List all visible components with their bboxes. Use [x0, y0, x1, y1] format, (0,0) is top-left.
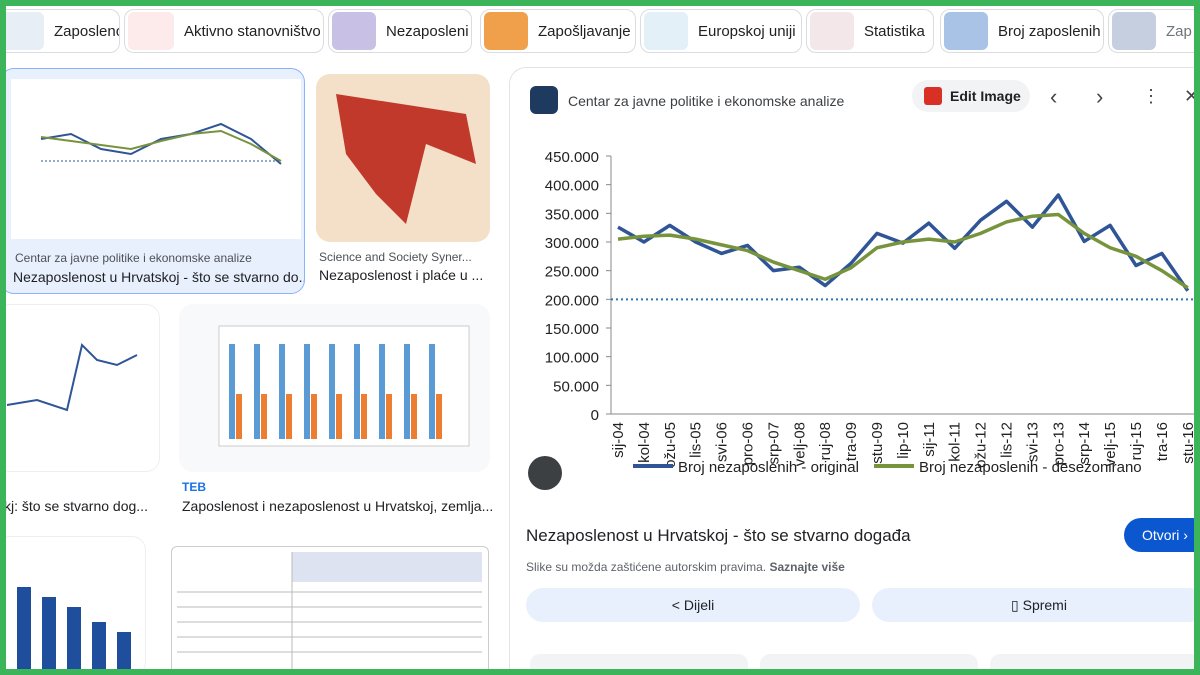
result-card[interactable] [6, 536, 146, 669]
thumbnail [336, 94, 476, 224]
copyright-note: Slike su možda zaštićene autorskim pravi… [526, 560, 767, 574]
x-tick-label: lip-10 [895, 422, 912, 459]
y-tick-label: 0 [591, 407, 599, 424]
y-tick-label: 100.000 [545, 350, 599, 367]
x-tick-label: ožu-12 [973, 422, 990, 468]
chip-label: Broj zaposlenih [998, 22, 1101, 40]
more-icon[interactable]: ⋮ [1142, 86, 1160, 106]
chip[interactable]: Statistika [806, 9, 934, 53]
chip-label: Zaposlenost [54, 22, 119, 40]
thumbnail [6, 343, 138, 412]
result-title: Nezaposlenost i plaće u ... [319, 267, 484, 283]
chip-label: Europskoj uniji [698, 22, 796, 40]
result-card[interactable]: Centar za javne politike i ekonomske ana… [6, 68, 305, 294]
x-tick-label: lis-05 [688, 422, 705, 458]
result-card[interactable] [171, 546, 489, 669]
chip-label: Statistika [864, 22, 925, 40]
x-tick-label: tra-16 [1154, 422, 1171, 461]
chip[interactable]: Broj zaposlenih [940, 9, 1104, 53]
x-tick-label: ožu-05 [662, 422, 679, 468]
x-tick-label: stu-09 [869, 422, 886, 464]
chip[interactable]: Aktivno stanovništvo [124, 9, 324, 53]
thumbnail [17, 587, 131, 669]
preview-title: Nezaposlenost u Hrvatskoj - što se stvar… [526, 526, 911, 545]
y-tick-label: 450.000 [545, 149, 599, 166]
lens-button[interactable] [528, 456, 562, 490]
x-tick-label: sij-11 [921, 422, 938, 457]
learn-more-link[interactable]: Saznajte više [769, 560, 845, 574]
x-tick-label: ruj-08 [817, 422, 834, 460]
x-tick-label: srp-07 [765, 422, 782, 465]
x-tick-label: tra-09 [843, 422, 860, 461]
related-thumbnail[interactable] [760, 654, 978, 669]
chip[interactable]: Zap [1108, 9, 1194, 53]
open-label: Otvori [1142, 527, 1180, 543]
legend-label: Broj nezaposlenih - desezonirano [919, 459, 1142, 476]
x-tick-label: velj-08 [791, 422, 808, 466]
related-thumbnail[interactable] [530, 654, 748, 669]
x-tick-label: velj-15 [1102, 422, 1119, 466]
chart: 0 50.000 100.000 150.000 200.000 250.000 300.0… [545, 149, 1194, 476]
result-source: TEB [182, 480, 206, 494]
save-label: Spremi [1022, 597, 1067, 613]
preview-source: Centar za javne politike i ekonomske ana… [568, 93, 845, 109]
y-tick-label: 150.000 [545, 321, 599, 338]
legend-label: Broj nezaposlenih - original [678, 459, 859, 476]
x-tick-label: pro-06 [740, 422, 757, 465]
chip[interactable]: Nezaposleni [328, 9, 472, 53]
result-title: Zaposlenost i nezaposlenost u Hrvatskoj,… [182, 498, 494, 514]
y-tick-label: 350.000 [545, 206, 599, 223]
related-thumbnail[interactable] [990, 654, 1194, 669]
x-tick-label: svi-06 [714, 422, 731, 462]
thumbnail [177, 552, 482, 669]
result-title: kj: što se stvarno dog... [6, 498, 148, 514]
thumbnail [11, 79, 301, 239]
y-tick-label: 300.000 [545, 235, 599, 252]
share-label: Dijeli [683, 597, 715, 613]
thumbnail [218, 325, 470, 447]
result-card[interactable] [6, 304, 160, 472]
y-tick-label: 250.000 [545, 264, 599, 281]
y-tick-label: 50.000 [553, 378, 599, 395]
open-button[interactable]: Otvori › [1124, 518, 1194, 552]
edit-label: Edit Image [950, 88, 1021, 104]
prev-icon[interactable]: ‹ [1050, 84, 1058, 109]
chip[interactable]: Europskoj uniji [640, 9, 802, 53]
x-tick-label: kol-11 [947, 422, 964, 462]
chip[interactable]: Zapošljavanje [480, 9, 636, 53]
x-tick-label: kol-04 [636, 422, 653, 463]
chip-label: Nezaposleni [386, 22, 469, 40]
result-card[interactable] [179, 304, 490, 472]
y-tick-label: 200.000 [545, 292, 599, 309]
y-tick-label: 400.000 [545, 178, 599, 195]
chip-label: Zapošljavanje [538, 22, 631, 40]
result-source: Science and Society Syner... [319, 250, 472, 264]
x-tick-label: svi-13 [1024, 422, 1041, 462]
close-icon[interactable]: ✕ [1184, 86, 1194, 106]
x-tick-label: pro-13 [1050, 422, 1067, 465]
edit-button[interactable]: Edit Image [912, 80, 1030, 112]
save-button[interactable]: ▯ Spremi [872, 588, 1194, 622]
x-tick-label: srp-14 [1076, 422, 1093, 465]
x-tick-label: ruj-15 [1128, 422, 1145, 460]
result-source: Centar za javne politike i ekonomske ana… [15, 251, 252, 265]
frame: Zaposlenost Aktivno stanovništvo Nezapos… [6, 6, 1194, 669]
chip-label: Zap [1166, 22, 1192, 40]
x-tick-label: lis-12 [999, 422, 1016, 458]
series-line [617, 212, 1189, 290]
result-card[interactable] [316, 74, 490, 242]
preview-panel: Centar za javne politike i ekonomske ana… [510, 68, 1194, 669]
result-title: Nezaposlenost u Hrvatskoj - što se stvar… [13, 269, 305, 285]
chip-label: Aktivno stanovništvo [184, 22, 321, 40]
x-tick-label: sij-04 [610, 422, 627, 458]
source-icon [530, 86, 558, 114]
chip[interactable]: Zaposlenost [6, 9, 120, 53]
share-button[interactable]: < Dijeli [526, 588, 860, 622]
next-icon[interactable]: › [1096, 84, 1104, 109]
x-tick-label: stu-16 [1180, 422, 1194, 464]
